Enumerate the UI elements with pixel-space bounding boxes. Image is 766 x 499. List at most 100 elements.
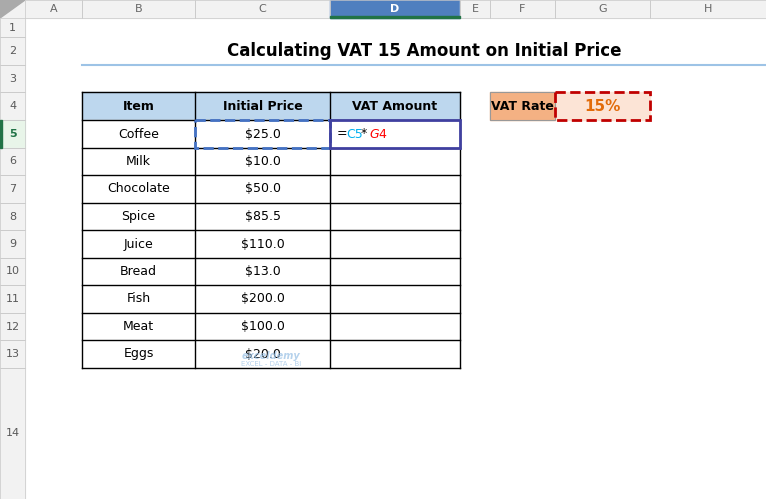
Bar <box>330 120 460 148</box>
Bar <box>490 0 555 18</box>
Bar <box>490 92 555 120</box>
Bar <box>0 120 2 148</box>
Text: Item: Item <box>123 99 155 112</box>
Bar <box>0 120 25 148</box>
Bar <box>25 0 82 18</box>
Bar <box>82 0 195 18</box>
Bar <box>0 37 25 65</box>
Bar <box>0 175 25 203</box>
Text: 14: 14 <box>5 429 20 439</box>
Bar <box>0 313 25 340</box>
Text: E: E <box>472 4 479 14</box>
Bar <box>330 120 460 148</box>
Text: =: = <box>337 128 348 141</box>
Text: Initial Price: Initial Price <box>223 99 303 112</box>
Bar <box>0 37 25 65</box>
Text: D: D <box>391 4 400 14</box>
Text: Calculating VAT 15 Amount on Initial Price: Calculating VAT 15 Amount on Initial Pri… <box>227 42 621 60</box>
Text: Juice: Juice <box>123 238 153 250</box>
Text: Coffee: Coffee <box>118 128 159 141</box>
Text: Milk: Milk <box>126 155 151 168</box>
Bar <box>460 0 490 18</box>
Text: $85.5: $85.5 <box>244 210 280 223</box>
Text: $13.0: $13.0 <box>244 265 280 278</box>
Bar <box>82 285 460 313</box>
Text: $110.0: $110.0 <box>241 238 284 250</box>
Text: *: * <box>361 128 367 141</box>
Text: $20.0: $20.0 <box>244 347 280 360</box>
Bar <box>0 203 25 230</box>
Bar <box>0 18 25 37</box>
Text: exceldemy: exceldemy <box>241 351 300 361</box>
Bar <box>82 230 460 258</box>
Text: A: A <box>50 4 57 14</box>
Bar <box>0 230 25 258</box>
Text: 4: 4 <box>9 101 16 111</box>
Bar <box>0 0 25 18</box>
Bar <box>0 175 25 203</box>
Text: 2: 2 <box>9 46 16 56</box>
Bar <box>82 92 460 120</box>
Bar <box>82 313 460 340</box>
Bar <box>0 230 25 258</box>
Text: VAT Rate: VAT Rate <box>491 99 554 112</box>
Bar <box>650 0 766 18</box>
Text: F: F <box>519 4 525 14</box>
Bar <box>82 175 460 203</box>
Text: $100.0: $100.0 <box>241 320 284 333</box>
Bar <box>82 120 460 148</box>
Bar <box>330 0 460 18</box>
Bar <box>460 0 490 18</box>
Bar <box>0 313 25 340</box>
Text: Bread: Bread <box>120 265 157 278</box>
Bar <box>490 0 555 18</box>
Bar <box>82 258 460 285</box>
Text: G: G <box>598 4 607 14</box>
Bar <box>330 16 460 18</box>
Text: C5: C5 <box>346 128 363 141</box>
Text: Fish: Fish <box>126 292 151 305</box>
Text: $G$4: $G$4 <box>369 128 388 141</box>
Bar <box>0 368 25 499</box>
Bar <box>25 0 82 18</box>
Text: 5: 5 <box>8 129 16 139</box>
Text: Meat: Meat <box>123 320 154 333</box>
Text: 11: 11 <box>5 294 19 304</box>
Bar <box>0 120 25 148</box>
Text: $200.0: $200.0 <box>241 292 284 305</box>
Text: 10: 10 <box>5 266 19 276</box>
Text: Eggs: Eggs <box>123 347 154 360</box>
Text: VAT Amount: VAT Amount <box>352 99 437 112</box>
Text: 8: 8 <box>9 212 16 222</box>
Text: 3: 3 <box>9 73 16 83</box>
Text: EXCEL - DATA - BI: EXCEL - DATA - BI <box>241 361 301 367</box>
Text: H: H <box>704 4 712 14</box>
Bar <box>0 18 25 37</box>
Bar <box>490 92 555 120</box>
Bar <box>195 120 330 148</box>
Bar <box>195 0 330 18</box>
Text: Chocolate: Chocolate <box>107 183 170 196</box>
Bar <box>0 92 25 120</box>
Text: C: C <box>259 4 267 14</box>
Bar <box>0 285 25 313</box>
Text: $25.0: $25.0 <box>244 128 280 141</box>
Bar <box>0 65 25 92</box>
Text: 12: 12 <box>5 321 20 331</box>
Bar <box>555 0 650 18</box>
Bar <box>0 148 25 175</box>
Text: 1: 1 <box>9 22 16 32</box>
Text: $50.0: $50.0 <box>244 183 280 196</box>
Bar <box>0 340 25 368</box>
Bar <box>0 368 25 499</box>
Bar <box>0 148 25 175</box>
Text: 6: 6 <box>9 157 16 167</box>
Bar <box>82 0 195 18</box>
Bar <box>0 65 25 92</box>
Bar <box>0 285 25 313</box>
Bar <box>555 92 650 120</box>
Text: 7: 7 <box>9 184 16 194</box>
Bar <box>0 258 25 285</box>
Bar <box>0 203 25 230</box>
Text: 15%: 15% <box>584 98 620 113</box>
